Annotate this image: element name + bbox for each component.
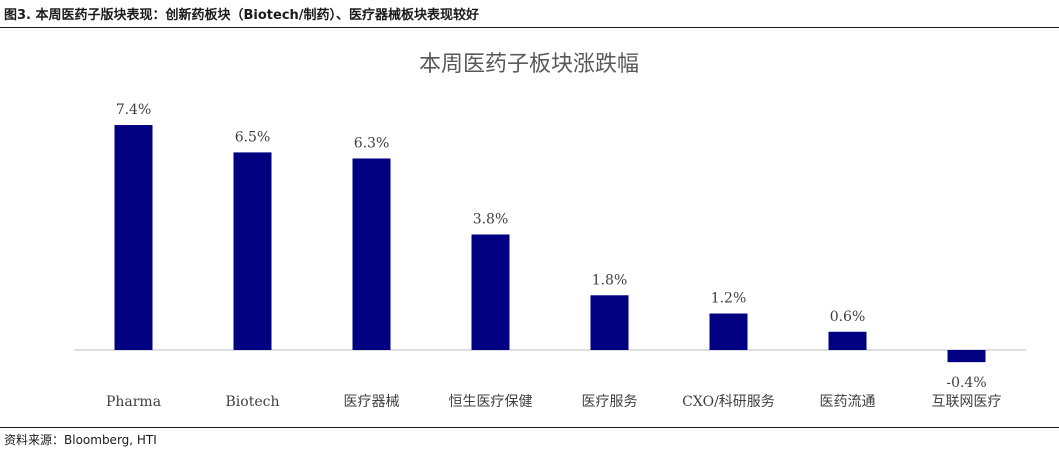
category-label: 恒生医疗保健 — [449, 394, 533, 410]
category-labels-layer: Pharma Biotech 医疗器械 恒生医疗保健 医疗服务 CXO/科研服务 医药流通 互… — [106, 394, 1002, 410]
bars-layer — [114, 125, 986, 363]
data-label: 3.8% — [473, 211, 509, 227]
category-label: 互联网医疗 — [932, 394, 1002, 410]
category-label: CXO/科研服务 — [682, 394, 775, 410]
category-label: 医疗器械 — [344, 394, 400, 410]
data-label: -0.4% — [946, 375, 986, 391]
bar — [947, 350, 986, 363]
bar — [233, 152, 272, 350]
category-label: Pharma — [106, 394, 161, 410]
data-label: 0.6% — [830, 309, 866, 325]
category-label: 医药流通 — [820, 394, 876, 410]
bar — [471, 234, 510, 350]
bar — [114, 125, 153, 350]
data-label: 6.3% — [354, 135, 390, 151]
category-label: Biotech — [226, 394, 280, 410]
bar — [828, 331, 867, 350]
data-label: 7.4% — [116, 102, 152, 118]
bar — [709, 313, 748, 350]
bar — [590, 295, 629, 350]
figure-caption: 图3. 本周医药子版块表现：创新药板块（Biotech/制药）、医疗器械板块表现… — [4, 8, 480, 23]
source-divider — [0, 427, 1059, 428]
data-label: 1.8% — [592, 272, 628, 288]
data-label: 6.5% — [235, 129, 271, 145]
data-label: 1.2% — [711, 291, 747, 307]
source-note: 资料来源：Bloomberg, HTI — [4, 433, 157, 447]
category-label: 医疗服务 — [582, 394, 638, 410]
caption-divider — [0, 27, 1059, 28]
chart-title: 本周医药子板块涨跌幅 — [419, 52, 639, 77]
bar-chart: 本周医药子板块涨跌幅 7.4% 6.5% 6.3% 3.8% 1.8% 1.2% 0.6% -… — [74, 52, 1026, 410]
bar — [352, 158, 391, 350]
data-labels-layer: 7.4% 6.5% 6.3% 3.8% 1.8% 1.2% 0.6% -0.4% — [116, 102, 987, 391]
